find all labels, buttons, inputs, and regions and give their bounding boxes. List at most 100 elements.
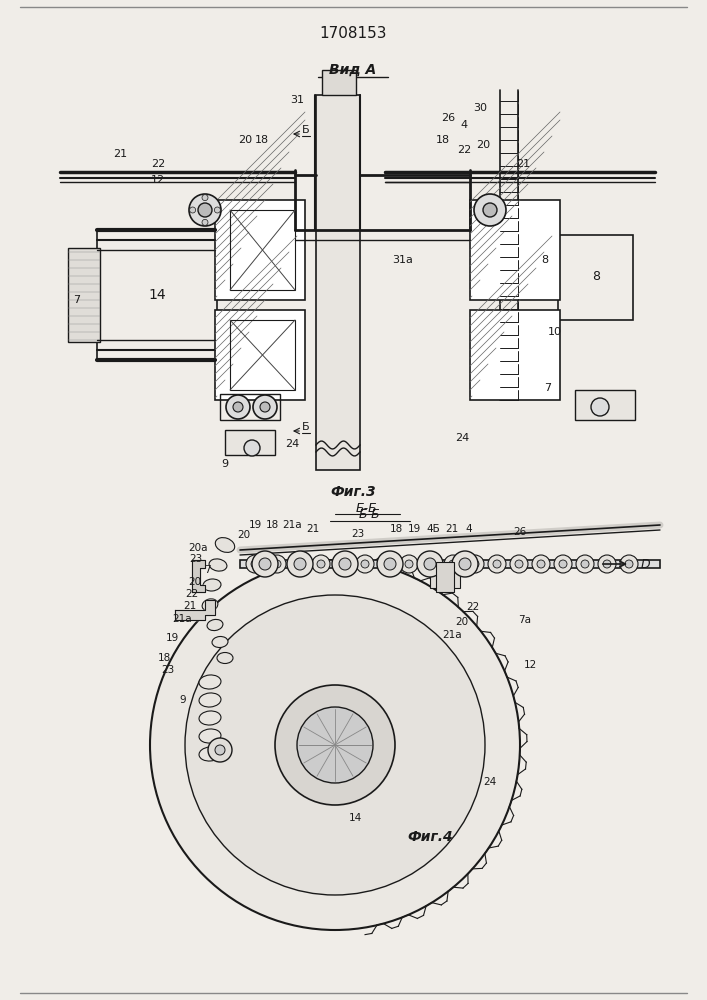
Circle shape (198, 203, 212, 217)
Text: 12: 12 (151, 175, 165, 185)
Circle shape (444, 555, 462, 573)
Text: 21: 21 (306, 524, 320, 534)
Text: 20: 20 (476, 140, 490, 150)
Bar (430, 566, 460, 588)
Text: 26: 26 (513, 527, 527, 537)
Bar (470, 310, 560, 400)
Bar (68, 248, 100, 342)
Circle shape (189, 207, 196, 213)
Circle shape (515, 560, 523, 568)
Circle shape (400, 555, 418, 573)
Text: 20: 20 (189, 577, 201, 587)
Bar (215, 200, 305, 300)
Text: 18: 18 (255, 135, 269, 145)
Circle shape (295, 560, 303, 568)
Circle shape (459, 558, 471, 570)
Circle shape (493, 560, 501, 568)
Ellipse shape (199, 729, 221, 743)
Circle shape (510, 555, 528, 573)
Circle shape (252, 551, 278, 577)
Bar (558, 235, 633, 320)
Circle shape (202, 219, 208, 225)
Bar (575, 390, 635, 420)
Circle shape (598, 555, 616, 573)
Bar (436, 562, 454, 592)
Text: Фиг.4: Фиг.4 (407, 830, 452, 844)
Text: 9: 9 (180, 695, 187, 705)
Circle shape (384, 558, 396, 570)
Circle shape (532, 555, 550, 573)
Text: 8: 8 (542, 255, 549, 265)
Bar (215, 310, 305, 400)
Text: 18: 18 (436, 135, 450, 145)
Circle shape (471, 560, 479, 568)
Text: 18: 18 (265, 520, 279, 530)
Ellipse shape (209, 559, 227, 571)
Text: 1708153: 1708153 (320, 25, 387, 40)
Polygon shape (175, 600, 215, 620)
Circle shape (361, 560, 369, 568)
Text: 23: 23 (189, 554, 203, 564)
Circle shape (215, 745, 225, 755)
Circle shape (576, 555, 594, 573)
Circle shape (259, 558, 271, 570)
Bar (470, 200, 560, 300)
Circle shape (488, 555, 506, 573)
Text: 12: 12 (523, 660, 537, 670)
Circle shape (424, 558, 436, 570)
Text: D: D (640, 558, 650, 570)
Circle shape (474, 194, 506, 226)
Text: 19: 19 (407, 524, 421, 534)
Circle shape (226, 395, 250, 419)
Text: Б-Б: Б-Б (359, 508, 381, 522)
Text: 20: 20 (238, 530, 250, 540)
Bar (230, 320, 295, 390)
Text: 21: 21 (183, 601, 197, 611)
Circle shape (150, 560, 520, 930)
Text: 4Б: 4Б (426, 524, 440, 534)
Circle shape (268, 555, 286, 573)
Text: 22: 22 (467, 602, 479, 612)
Circle shape (378, 555, 396, 573)
Circle shape (377, 551, 403, 577)
Circle shape (251, 560, 259, 568)
Circle shape (449, 560, 457, 568)
Text: 21a: 21a (173, 614, 192, 624)
Circle shape (466, 555, 484, 573)
Text: 23: 23 (351, 529, 365, 539)
Circle shape (483, 203, 497, 217)
Circle shape (202, 195, 208, 201)
Text: 19: 19 (165, 633, 179, 643)
Text: 26: 26 (441, 113, 455, 123)
Text: 4: 4 (466, 524, 472, 534)
Circle shape (312, 555, 330, 573)
Circle shape (591, 398, 609, 416)
Circle shape (417, 551, 443, 577)
Circle shape (208, 738, 232, 762)
Circle shape (297, 707, 373, 783)
Circle shape (422, 555, 440, 573)
Text: Б: Б (302, 422, 310, 432)
Circle shape (383, 560, 391, 568)
Circle shape (405, 560, 413, 568)
Circle shape (317, 560, 325, 568)
Text: 31a: 31a (392, 255, 414, 265)
Circle shape (287, 551, 313, 577)
Circle shape (253, 395, 277, 419)
Text: 18: 18 (158, 653, 170, 663)
Text: Вид A: Вид A (329, 63, 377, 77)
Circle shape (356, 555, 374, 573)
Text: 7: 7 (204, 565, 210, 575)
Text: 7: 7 (74, 295, 81, 305)
Text: 24: 24 (285, 439, 299, 449)
Circle shape (273, 560, 281, 568)
Text: 22: 22 (151, 159, 165, 169)
Text: 21a: 21a (282, 520, 302, 530)
Text: 4: 4 (460, 120, 467, 130)
Bar (230, 210, 295, 290)
Ellipse shape (199, 693, 221, 707)
Text: Б: Б (302, 125, 310, 135)
Text: Б-Б: Б-Б (356, 502, 378, 514)
Circle shape (233, 402, 243, 412)
Circle shape (554, 555, 572, 573)
